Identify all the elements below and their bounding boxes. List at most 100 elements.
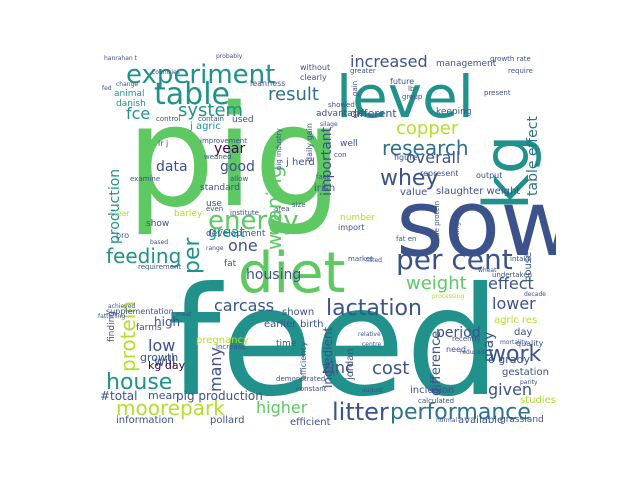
word-quality: quality bbox=[516, 339, 544, 348]
word-farms: farms bbox=[136, 323, 162, 333]
word-clear: clear bbox=[110, 209, 130, 218]
word-danish: danish bbox=[116, 99, 146, 109]
word-decade: decade bbox=[524, 291, 546, 298]
word-information: information bbox=[116, 415, 174, 426]
word-use: use bbox=[206, 199, 222, 209]
word-fitted: fitted bbox=[366, 257, 382, 264]
word-area: area bbox=[274, 205, 290, 213]
word-mean: mean bbox=[148, 389, 180, 402]
word-lb: lb bbox=[408, 85, 415, 93]
word-clearly: clearly bbox=[300, 73, 327, 82]
word-based: based bbox=[150, 239, 169, 246]
word-barley: barley bbox=[174, 209, 203, 219]
word-showed: showed bbox=[328, 101, 355, 109]
word-wheat: wheat bbox=[478, 267, 497, 274]
word-experiment: experiment bbox=[126, 60, 276, 90]
word-gain: gain bbox=[351, 80, 359, 96]
word-shown: shown bbox=[282, 307, 315, 318]
word-contain: contain bbox=[198, 115, 224, 123]
word-pollard: pollard bbox=[210, 415, 245, 426]
word-eating: eating bbox=[453, 221, 461, 244]
word-high: high bbox=[154, 315, 181, 329]
word-work: work bbox=[488, 342, 542, 367]
word-well: well bbox=[340, 139, 358, 149]
word-lower: lower bbox=[492, 294, 536, 313]
word-used: used bbox=[232, 115, 254, 125]
word-per: per bbox=[180, 237, 205, 274]
word-group: group bbox=[402, 93, 423, 101]
word-growth-rate: growth rate bbox=[490, 55, 531, 63]
word-meat: meat bbox=[176, 311, 192, 318]
word-slaughter-weight: slaughter weight bbox=[436, 186, 521, 197]
word-weight: weight bbox=[406, 273, 467, 294]
word-given: given bbox=[488, 380, 533, 399]
word-herd: herd bbox=[292, 157, 315, 168]
word-diet: diet bbox=[238, 241, 346, 306]
word-weaned: weaned bbox=[204, 153, 232, 161]
word-achieved: achieved bbox=[108, 303, 136, 310]
word-management: management bbox=[436, 59, 497, 69]
word-import: import bbox=[338, 223, 365, 232]
word-reduced: reduced bbox=[460, 349, 485, 356]
word-even: even bbox=[206, 205, 224, 213]
word-energy: energy bbox=[208, 206, 299, 236]
word-market: market bbox=[348, 255, 373, 263]
word-agric-res: agric res bbox=[494, 315, 538, 326]
word-constant: constant bbox=[296, 385, 327, 393]
word-earlier: earlier bbox=[264, 319, 297, 330]
word-animal: animal bbox=[114, 89, 145, 99]
word-undertaken: undertaken bbox=[492, 271, 533, 279]
word-calculated: calculated bbox=[418, 397, 455, 405]
word-j-agric: j agric bbox=[190, 121, 221, 132]
word-parity: parity bbox=[520, 379, 538, 386]
word-year: year bbox=[214, 141, 246, 157]
word-fed: fed bbox=[102, 85, 112, 92]
word-pig-production: pig production bbox=[176, 389, 263, 403]
word-table-effect: table effect bbox=[525, 116, 541, 196]
word-level: level bbox=[336, 63, 474, 131]
word-con: con bbox=[334, 151, 347, 159]
word-without: without bbox=[300, 63, 331, 72]
word-relative: relative bbox=[358, 331, 381, 338]
word-present: present bbox=[484, 89, 511, 97]
word-fat: fat bbox=[224, 259, 237, 269]
word-silage: silage bbox=[320, 121, 338, 128]
word-performance: performance bbox=[390, 400, 531, 425]
word-research: research bbox=[382, 136, 469, 160]
word-table: table bbox=[154, 77, 230, 112]
word-lactation: lactation bbox=[326, 296, 422, 321]
word-change: change bbox=[116, 81, 139, 88]
word-period: period bbox=[436, 325, 481, 341]
word-result: result bbox=[268, 84, 319, 105]
word-mortality: mortality bbox=[500, 339, 528, 346]
word-cloud: feed pig sow level diet kg experiment ta… bbox=[96, 50, 556, 430]
word-moorepark: moorepark bbox=[116, 396, 225, 420]
word-zinc: zinc bbox=[322, 358, 354, 377]
word-overall: overall bbox=[406, 148, 461, 167]
word-day: day bbox=[514, 327, 533, 338]
word-supplementation: supplementation bbox=[106, 307, 174, 316]
word-growth: growth bbox=[140, 351, 179, 364]
word-future: future bbox=[390, 77, 415, 86]
word-pig: pig bbox=[126, 76, 343, 239]
word-system: system bbox=[178, 100, 244, 121]
word-available: available bbox=[458, 415, 504, 426]
word-require: require bbox=[508, 67, 533, 75]
word-development: development bbox=[206, 229, 266, 239]
word-normal: normal bbox=[436, 417, 458, 424]
word-time: time bbox=[276, 339, 297, 349]
word-kg-day: kg day bbox=[148, 359, 186, 372]
word-housing: housing bbox=[246, 267, 302, 283]
word-many: many bbox=[206, 347, 225, 392]
word-examine: examine bbox=[130, 175, 161, 183]
word-greater: greater bbox=[350, 67, 376, 75]
word-different: different bbox=[350, 107, 397, 120]
word-j: j bbox=[286, 157, 289, 168]
word-value: value bbox=[400, 187, 428, 198]
word-pig-industry: pig industry bbox=[275, 128, 283, 170]
word-efficient: efficient bbox=[290, 417, 331, 428]
word-o-grady: o grady bbox=[488, 353, 530, 366]
word-ir-j: ir j bbox=[158, 139, 169, 148]
word-fce: fce bbox=[126, 104, 151, 123]
word-will: will bbox=[154, 355, 176, 370]
